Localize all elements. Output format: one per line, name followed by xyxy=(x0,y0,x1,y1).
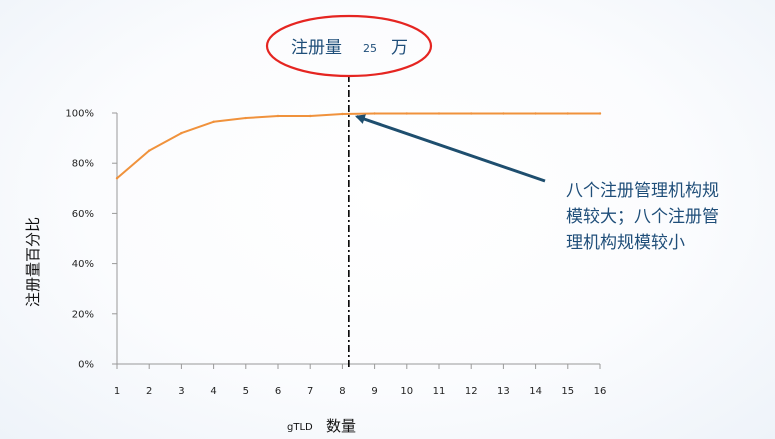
series-point xyxy=(212,120,215,123)
series-point xyxy=(373,112,376,115)
x-tick-label: 10 xyxy=(400,386,413,397)
x-axis-title-prefix: gTLD xyxy=(287,422,313,433)
series-point xyxy=(598,112,602,115)
series-point xyxy=(502,112,505,115)
x-tick-label: 13 xyxy=(497,386,510,397)
series-point xyxy=(276,114,280,118)
callout-number: 25 xyxy=(363,42,377,55)
x-tick-label: 8 xyxy=(339,386,345,397)
x-tick-label: 5 xyxy=(243,386,249,397)
x-axis-title-main: 数量 xyxy=(326,417,356,435)
x-tick-label: 16 xyxy=(594,386,607,397)
series-point xyxy=(437,112,441,115)
series-point xyxy=(244,116,247,120)
x-tick-label: 6 xyxy=(275,386,281,397)
x-tick-label: 1 xyxy=(114,386,120,397)
x-tick-label: 15 xyxy=(561,386,574,397)
callout-text-a: 注册量 xyxy=(291,38,342,58)
x-tick-label: 7 xyxy=(307,386,313,397)
y-ticks: 0% 20% 40% 60% 80% 100% xyxy=(65,109,117,371)
series-line-0 xyxy=(116,112,600,180)
callout-text-b: 万 xyxy=(391,38,408,58)
x-tick-label: 12 xyxy=(465,386,478,397)
y-tick-label: 60% xyxy=(72,209,94,220)
series-point xyxy=(309,114,312,118)
y-tick-label: 20% xyxy=(72,309,94,320)
series-point xyxy=(534,112,537,115)
y-tick-label: 40% xyxy=(72,259,94,270)
annotation-line-2: 模较大；八个注册管 xyxy=(566,207,719,227)
x-tick-label: 14 xyxy=(529,386,542,397)
annotation-line-1: 八个注册管理机构规 xyxy=(566,181,719,201)
callout-ellipse xyxy=(265,14,433,78)
series-point xyxy=(180,131,183,135)
y-axis-title: 注册量百分比 xyxy=(24,217,42,307)
x-tick-label: 3 xyxy=(178,386,184,397)
x-ticks: 1 2 3 4 5 6 7 8 9 10 11 12 13 14 15 16 xyxy=(114,364,607,397)
y-tick-label: 100% xyxy=(65,109,94,120)
annotation-arrow xyxy=(354,114,546,183)
series-point xyxy=(115,177,119,180)
series-point xyxy=(405,112,408,115)
series-point xyxy=(470,112,473,115)
y-tick-label: 80% xyxy=(72,159,94,170)
y-tick-label: 0% xyxy=(78,360,94,371)
x-tick-label: 9 xyxy=(371,386,377,397)
x-tick-label: 2 xyxy=(146,386,152,397)
series-point xyxy=(566,112,569,115)
series-point xyxy=(148,149,151,152)
series-group xyxy=(115,112,602,180)
series-point xyxy=(341,112,344,116)
x-tick-label: 11 xyxy=(433,386,446,397)
annotation-line-3: 理机构规模较小 xyxy=(566,233,685,253)
x-tick-label: 4 xyxy=(210,386,216,397)
